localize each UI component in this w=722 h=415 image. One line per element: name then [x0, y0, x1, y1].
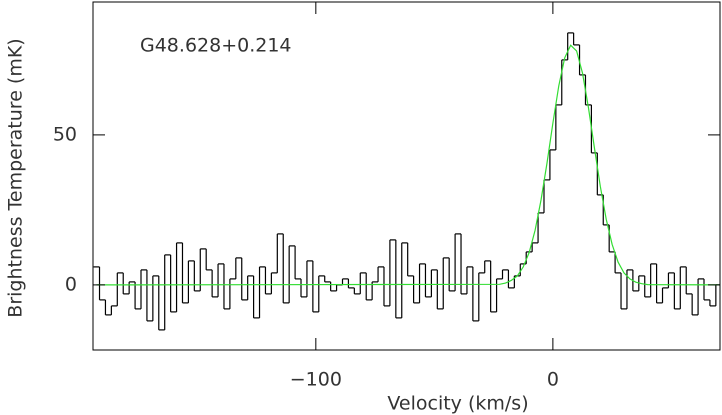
annotation: G48.628+0.214: [140, 35, 292, 57]
y-tick-label: 50: [53, 123, 77, 145]
y-axis-label: Brightness Temperature (mK): [5, 38, 27, 317]
plot-area: [93, 32, 720, 331]
x-axis-label: Velocity (km/s): [387, 393, 528, 415]
fit-curve: [96, 44, 719, 286]
x-tick-label: −100: [290, 369, 342, 391]
y-tick-label: 0: [65, 273, 77, 295]
plot-frame: [92, 1, 721, 351]
x-tick-label: 0: [547, 369, 559, 391]
